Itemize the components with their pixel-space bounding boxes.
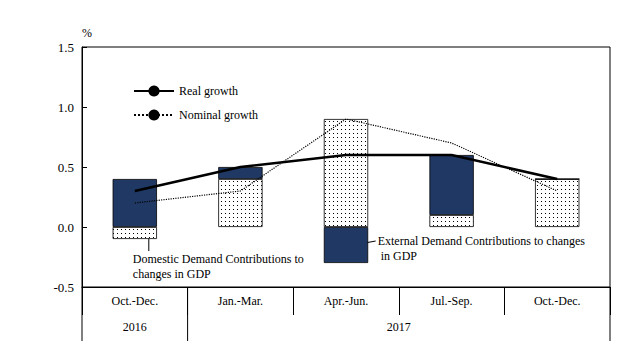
svg-text:Oct.-Dec.: Oct.-Dec. (534, 294, 581, 308)
svg-text:0.5: 0.5 (58, 160, 74, 175)
svg-text:Nominal growth: Nominal growth (179, 108, 258, 122)
svg-text:Jul.-Sep.: Jul.-Sep. (431, 294, 473, 308)
svg-text:%: % (82, 26, 92, 40)
svg-text:External Demand Contributions: External Demand Contributions to changes (378, 234, 586, 248)
svg-text:Real growth: Real growth (179, 84, 238, 98)
svg-text:2017: 2017 (387, 320, 411, 334)
svg-text:changes in GDP: changes in GDP (133, 267, 211, 281)
svg-text:2016: 2016 (123, 320, 147, 334)
svg-text:1.0: 1.0 (58, 100, 74, 115)
svg-text:Domestic Demand Contributions: Domestic Demand Contributions to (133, 252, 307, 266)
svg-text:1.5: 1.5 (58, 40, 74, 55)
svg-text:-0.5: -0.5 (53, 280, 74, 295)
svg-text:Oct.-Dec.: Oct.-Dec. (111, 294, 158, 308)
svg-text:in GDP: in GDP (378, 249, 418, 263)
svg-text:Jan.-Mar.: Jan.-Mar. (218, 294, 263, 308)
svg-text:0.0: 0.0 (58, 220, 74, 235)
svg-text:Apr.-Jun.: Apr.-Jun. (324, 294, 369, 308)
